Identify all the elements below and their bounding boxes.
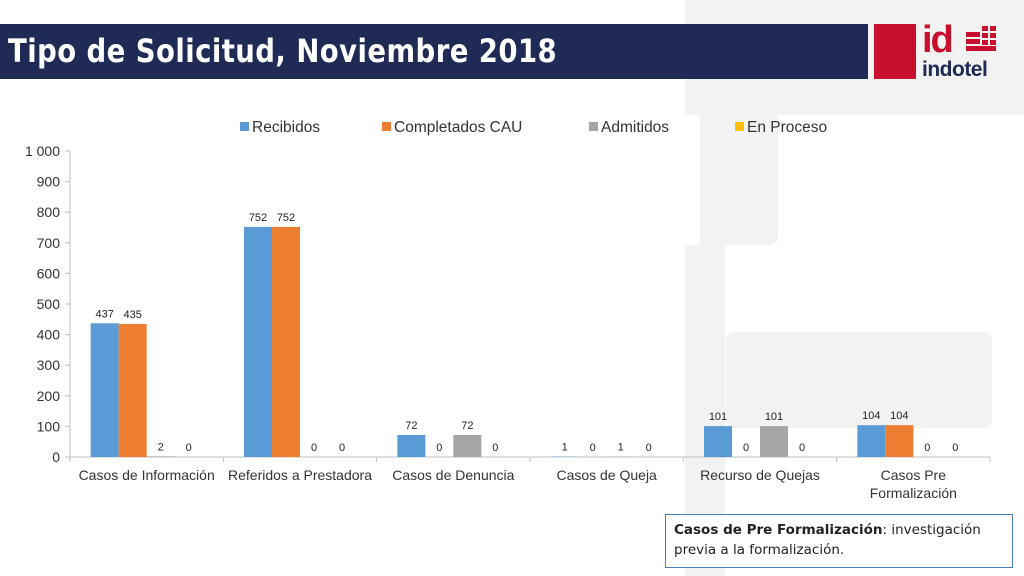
y-tick-label: 700 — [37, 235, 61, 251]
bar — [397, 434, 426, 457]
logo-dots-icon — [966, 26, 1000, 52]
data-label: 0 — [646, 442, 652, 454]
data-label: 101 — [709, 411, 727, 423]
background-panel-middle — [700, 115, 778, 245]
data-label: 0 — [339, 442, 345, 454]
data-label: 752 — [249, 212, 267, 224]
y-tick-label: 800 — [37, 204, 61, 220]
legend-swatch — [589, 122, 598, 131]
legend-label: Admitidos — [601, 119, 669, 136]
note-text: : investigación previa a la formalizació… — [674, 522, 981, 558]
x-category-label: Casos de Denuncia — [392, 467, 514, 483]
note-term: Casos de Pre Formalización — [674, 522, 883, 538]
y-tick-label: 500 — [37, 296, 61, 312]
definition-note: Casos de Pre Formalización: investigació… — [665, 514, 1013, 568]
legend-swatch — [240, 122, 249, 131]
data-label: 0 — [311, 442, 317, 454]
logo-mark: id — [922, 19, 954, 61]
background-panel-right — [726, 332, 992, 428]
legend-label: Recibidos — [252, 119, 320, 136]
y-tick-label: 400 — [37, 327, 61, 343]
bar — [244, 226, 272, 457]
legend-label: En Proceso — [747, 119, 827, 136]
bar — [453, 434, 482, 457]
y-tick-label: 300 — [37, 357, 61, 373]
title-bar: Tipo de Solicitud, Noviembre 2018 — [0, 24, 868, 79]
data-label: 101 — [765, 411, 783, 423]
bar — [118, 323, 147, 457]
data-label: 72 — [461, 420, 473, 432]
y-tick-label: 1 000 — [25, 143, 60, 159]
bar — [704, 426, 732, 457]
data-label: 437 — [95, 308, 113, 320]
data-label: 435 — [123, 309, 141, 321]
legend-swatch — [735, 122, 744, 131]
brand-red-block — [874, 24, 916, 79]
data-label: 0 — [436, 442, 442, 454]
logo-name: indotel — [922, 58, 988, 81]
data-label: 0 — [590, 442, 596, 454]
x-category-label: Referidos a Prestadora — [228, 467, 372, 483]
data-label: 0 — [743, 442, 749, 454]
bar — [272, 226, 300, 457]
bar — [885, 425, 914, 457]
legend-label: Completados CAU — [394, 119, 522, 136]
data-label: 752 — [277, 212, 295, 224]
slide-title: Tipo de Solicitud, Noviembre 2018 — [8, 32, 558, 70]
y-tick-label: 0 — [52, 449, 60, 465]
data-label: 0 — [924, 442, 930, 454]
data-label: 1 — [562, 442, 568, 454]
x-category-label: Formalización — [870, 485, 957, 501]
bar — [146, 456, 175, 457]
data-label: 0 — [492, 442, 498, 454]
bar — [857, 425, 886, 457]
x-category-label: Casos de Queja — [556, 467, 657, 483]
y-tick-label: 100 — [37, 418, 61, 434]
legend-swatch — [382, 122, 391, 131]
y-tick-label: 900 — [37, 174, 61, 190]
data-label: 104 — [862, 410, 880, 422]
x-category-label: Casos Pre — [881, 467, 947, 483]
x-category-label: Casos de Información — [79, 467, 215, 483]
data-label: 0 — [952, 442, 958, 454]
bar — [90, 323, 119, 457]
indotel-logo: id indotel — [922, 20, 1002, 84]
bar — [760, 426, 788, 457]
y-tick-label: 200 — [37, 388, 61, 404]
data-label: 72 — [405, 420, 417, 432]
y-tick-label: 600 — [37, 265, 61, 281]
data-label: 0 — [799, 442, 805, 454]
x-category-label: Recurso de Quejas — [700, 467, 820, 483]
data-label: 0 — [186, 442, 192, 454]
data-label: 2 — [158, 441, 164, 453]
data-label: 104 — [890, 410, 908, 422]
data-label: 1 — [618, 442, 624, 454]
